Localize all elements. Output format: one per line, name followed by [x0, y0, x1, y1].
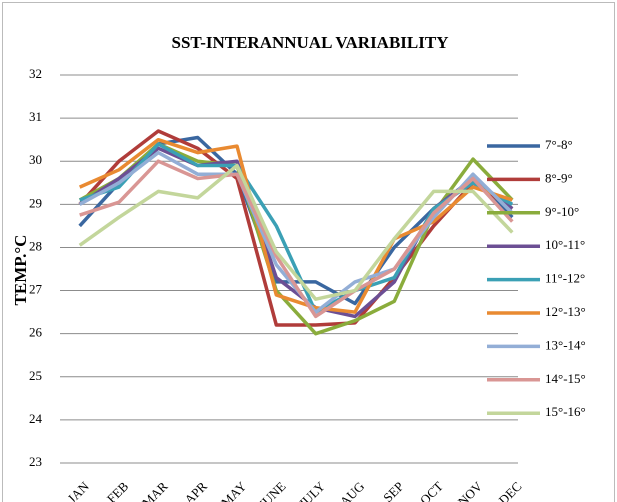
y-tick-label: 23: [29, 454, 42, 469]
legend-label: 13°-14°: [545, 337, 586, 352]
y-tick-label: 29: [29, 195, 42, 210]
y-axis-label: TEMP.°C: [11, 235, 30, 306]
y-tick-label: 32: [29, 66, 42, 81]
legend-label: 10°-11°: [545, 237, 585, 252]
series-line: [78, 163, 514, 301]
y-tick-label: 28: [29, 238, 42, 253]
legend-label: 7°-8°: [545, 137, 573, 152]
series-line: [79, 159, 514, 319]
y-tick-label: 26: [29, 325, 43, 340]
legend-label: 9°-10°: [545, 204, 579, 219]
series-line: [78, 129, 514, 327]
y-tick-label: 31: [29, 109, 42, 124]
legend-label: 11°-12°: [545, 271, 585, 286]
y-tick-label: 30: [29, 152, 42, 167]
y-tick-label: 25: [29, 368, 42, 383]
legend-label: 15°-16°: [545, 404, 586, 419]
y-tick-label: 27: [29, 282, 43, 297]
legend-label: 14°-15°: [545, 371, 586, 386]
chart-title: SST-INTERANNUAL VARIABILITY: [172, 33, 449, 52]
series-line: [78, 137, 513, 314]
series-line: [79, 142, 514, 314]
legend-label: 12°-13°: [545, 304, 586, 319]
legend-label: 8°-9°: [545, 170, 573, 185]
y-tick-label: 24: [29, 411, 43, 426]
